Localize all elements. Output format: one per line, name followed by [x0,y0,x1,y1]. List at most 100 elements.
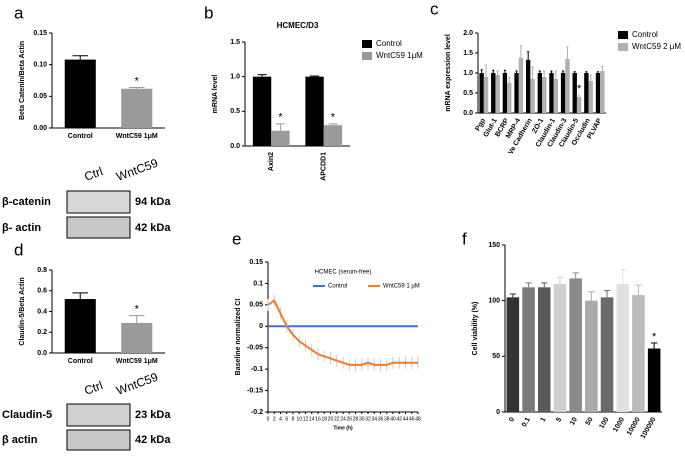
x-tick-label: 36 [378,416,384,422]
x-tick-label: 32 [365,416,371,422]
bar [323,125,343,146]
blot-band [66,216,131,239]
bar [121,88,153,128]
panel-label: a [14,3,24,22]
y-tick-label: 1.5 [463,50,473,57]
y-tick-label: 0.4 [37,308,47,315]
error-bar [543,70,546,77]
bar [588,81,593,113]
x-tick-label: 42 [396,416,402,422]
size-label: 94 kDa [135,196,171,208]
x-tick-label: 5 [555,416,563,423]
legend-swatch [362,40,372,48]
y-tick-label: 0.8 [37,267,47,274]
legend-label: Control [376,39,402,48]
bar [553,79,558,113]
x-tick-label: 10000 [626,416,642,436]
protein-label: β-catenin [2,196,51,208]
error-bar [527,51,530,60]
bar [647,348,661,412]
protein-label: β actin [2,434,38,446]
error-bar [496,70,499,75]
x-tick-label: 46 [409,416,415,422]
bar [616,283,630,412]
significance-mark: * [577,83,582,95]
x-tick-label: 10 [296,416,302,422]
error-bar [572,272,579,279]
y-tick-label: 0.15 [33,30,47,37]
chart-title: HCMEC/D3 [277,21,319,30]
legend-swatch [618,31,628,39]
error-bar [603,290,611,298]
y-tick-label: 2.0 [463,30,473,37]
x-tick-label: 18 [321,416,327,422]
x-tick-label: 34 [371,416,377,422]
bar [537,287,551,412]
error-bar [635,284,642,296]
bar [569,278,582,412]
bar [595,73,601,113]
y-tick-label: 0.00 [33,125,47,132]
x-tick-label: 10 [569,416,579,426]
x-tick-label: 50 [585,416,595,426]
error-bar [515,70,518,73]
bar [305,76,324,146]
bar [518,57,524,113]
legend-label: Control [632,30,658,39]
bar [121,322,153,353]
y-tick-label: 0.0 [463,110,473,117]
y-tick-label: 0 [496,409,500,416]
bar [542,77,547,113]
y-tick-label: 1.0 [463,70,473,77]
error-bar [601,65,604,71]
error-bar [480,69,483,73]
blot-band [66,403,131,427]
error-bar [128,86,145,89]
error-bar [566,46,569,59]
x-tick-label: 100000 [640,416,658,440]
error-bar [492,69,495,73]
error-bar [128,315,145,323]
error-bar [550,70,553,73]
x-tick-label: Control [68,358,93,365]
blot-band [66,429,131,451]
lane-label: WntC59 [114,370,160,398]
panel-label: b [204,3,213,22]
lane-label: Ctrl [82,164,104,184]
error-bar [538,70,541,73]
y-axis-label: Cell viability (%) [472,302,479,356]
y-tick-label: -0.2 [251,409,263,416]
bar [600,71,605,113]
y-tick-label: 0.5 [463,90,473,97]
legend-label: WntC59 1μM [376,51,423,60]
y-tick-label: 0 [259,323,263,330]
y-tick-label: 0.05 [249,302,263,309]
bar [526,59,531,113]
error-bar [578,94,581,97]
bar [514,73,519,113]
x-tick-label: 8 [292,416,295,422]
size-label: 23 kDa [135,409,171,421]
y-tick-label: 0.05 [33,93,47,100]
x-tick-label: 0 [267,416,270,422]
bar [576,97,582,113]
significance-mark: * [135,75,140,87]
x-tick-label: 38 [384,416,390,422]
error-bar [541,282,548,288]
bar [271,130,290,146]
bar [495,75,500,113]
x-tick-label: 16 [315,416,321,422]
error-bar [484,64,488,77]
lane-label: Ctrl [82,378,104,398]
error-bar [573,71,576,73]
bar [632,295,645,412]
error-bar [589,74,592,81]
error-bar [257,74,267,77]
y-tick-label: 0.0 [230,143,240,150]
bar [600,297,614,412]
bar [507,83,512,113]
y-tick-label: 0.10 [33,62,47,69]
x-tick-label: 4 [279,416,282,422]
series-line [267,299,418,366]
panel-label: f [462,229,467,248]
